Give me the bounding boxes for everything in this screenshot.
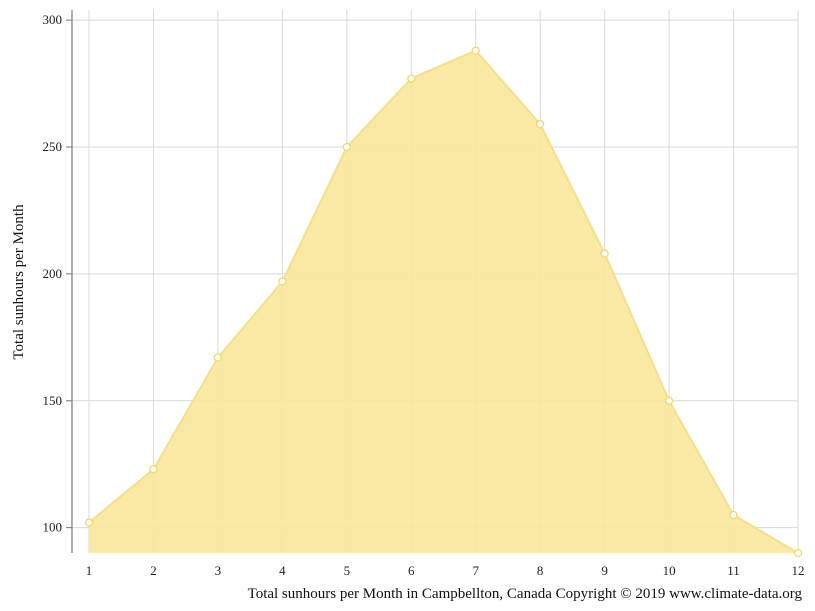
- data-point-month-7[interactable]: [471, 46, 480, 55]
- data-point-month-12[interactable]: [793, 548, 803, 558]
- area-series: [88, 49, 799, 554]
- x-tick-label: 6: [408, 563, 415, 578]
- data-point-month-4[interactable]: [278, 277, 287, 286]
- x-tick-label: 9: [601, 563, 608, 578]
- data-point-month-1[interactable]: [84, 518, 94, 527]
- data-point-month-3[interactable]: [213, 353, 223, 362]
- x-tick-label: 2: [150, 563, 157, 578]
- area-fill: [89, 50, 798, 553]
- y-tick-label: 150: [43, 393, 63, 408]
- series-line: [88, 49, 799, 554]
- x-tick-label: 10: [663, 563, 676, 578]
- x-tick-label: 4: [279, 563, 286, 578]
- y-tick-label: 100: [43, 520, 63, 535]
- y-tick-label: 200: [43, 266, 63, 281]
- x-tick-label: 12: [792, 563, 805, 578]
- x-tick-label: 11: [727, 563, 740, 578]
- data-point-month-11[interactable]: [729, 510, 738, 520]
- y-axis: [66, 10, 73, 553]
- y-tick-label: 250: [43, 139, 63, 154]
- y-tick-label: 300: [43, 12, 63, 27]
- data-point-month-5[interactable]: [342, 142, 351, 152]
- x-tick-label: 8: [537, 563, 544, 578]
- data-markers: [84, 46, 803, 558]
- x-tick-label: 1: [86, 563, 93, 578]
- data-point-month-8[interactable]: [536, 120, 545, 129]
- chart-caption: Total sunhours per Month in Campbellton,…: [248, 586, 803, 602]
- y-axis-title: Total sunhours per Month: [11, 204, 27, 360]
- data-point-month-6[interactable]: [407, 74, 416, 83]
- data-point-month-9[interactable]: [600, 249, 609, 258]
- data-point-month-10[interactable]: [664, 396, 674, 405]
- x-tick-labels: 1 2 3 4 5 6 7 8 9 10 11 12: [86, 563, 805, 578]
- y-tick-labels: 100 150 200 250 300: [43, 12, 63, 534]
- data-point-month-2[interactable]: [149, 465, 158, 474]
- x-tick-label: 7: [472, 563, 479, 578]
- x-tick-label: 3: [215, 563, 222, 578]
- x-tick-label: 5: [344, 563, 351, 578]
